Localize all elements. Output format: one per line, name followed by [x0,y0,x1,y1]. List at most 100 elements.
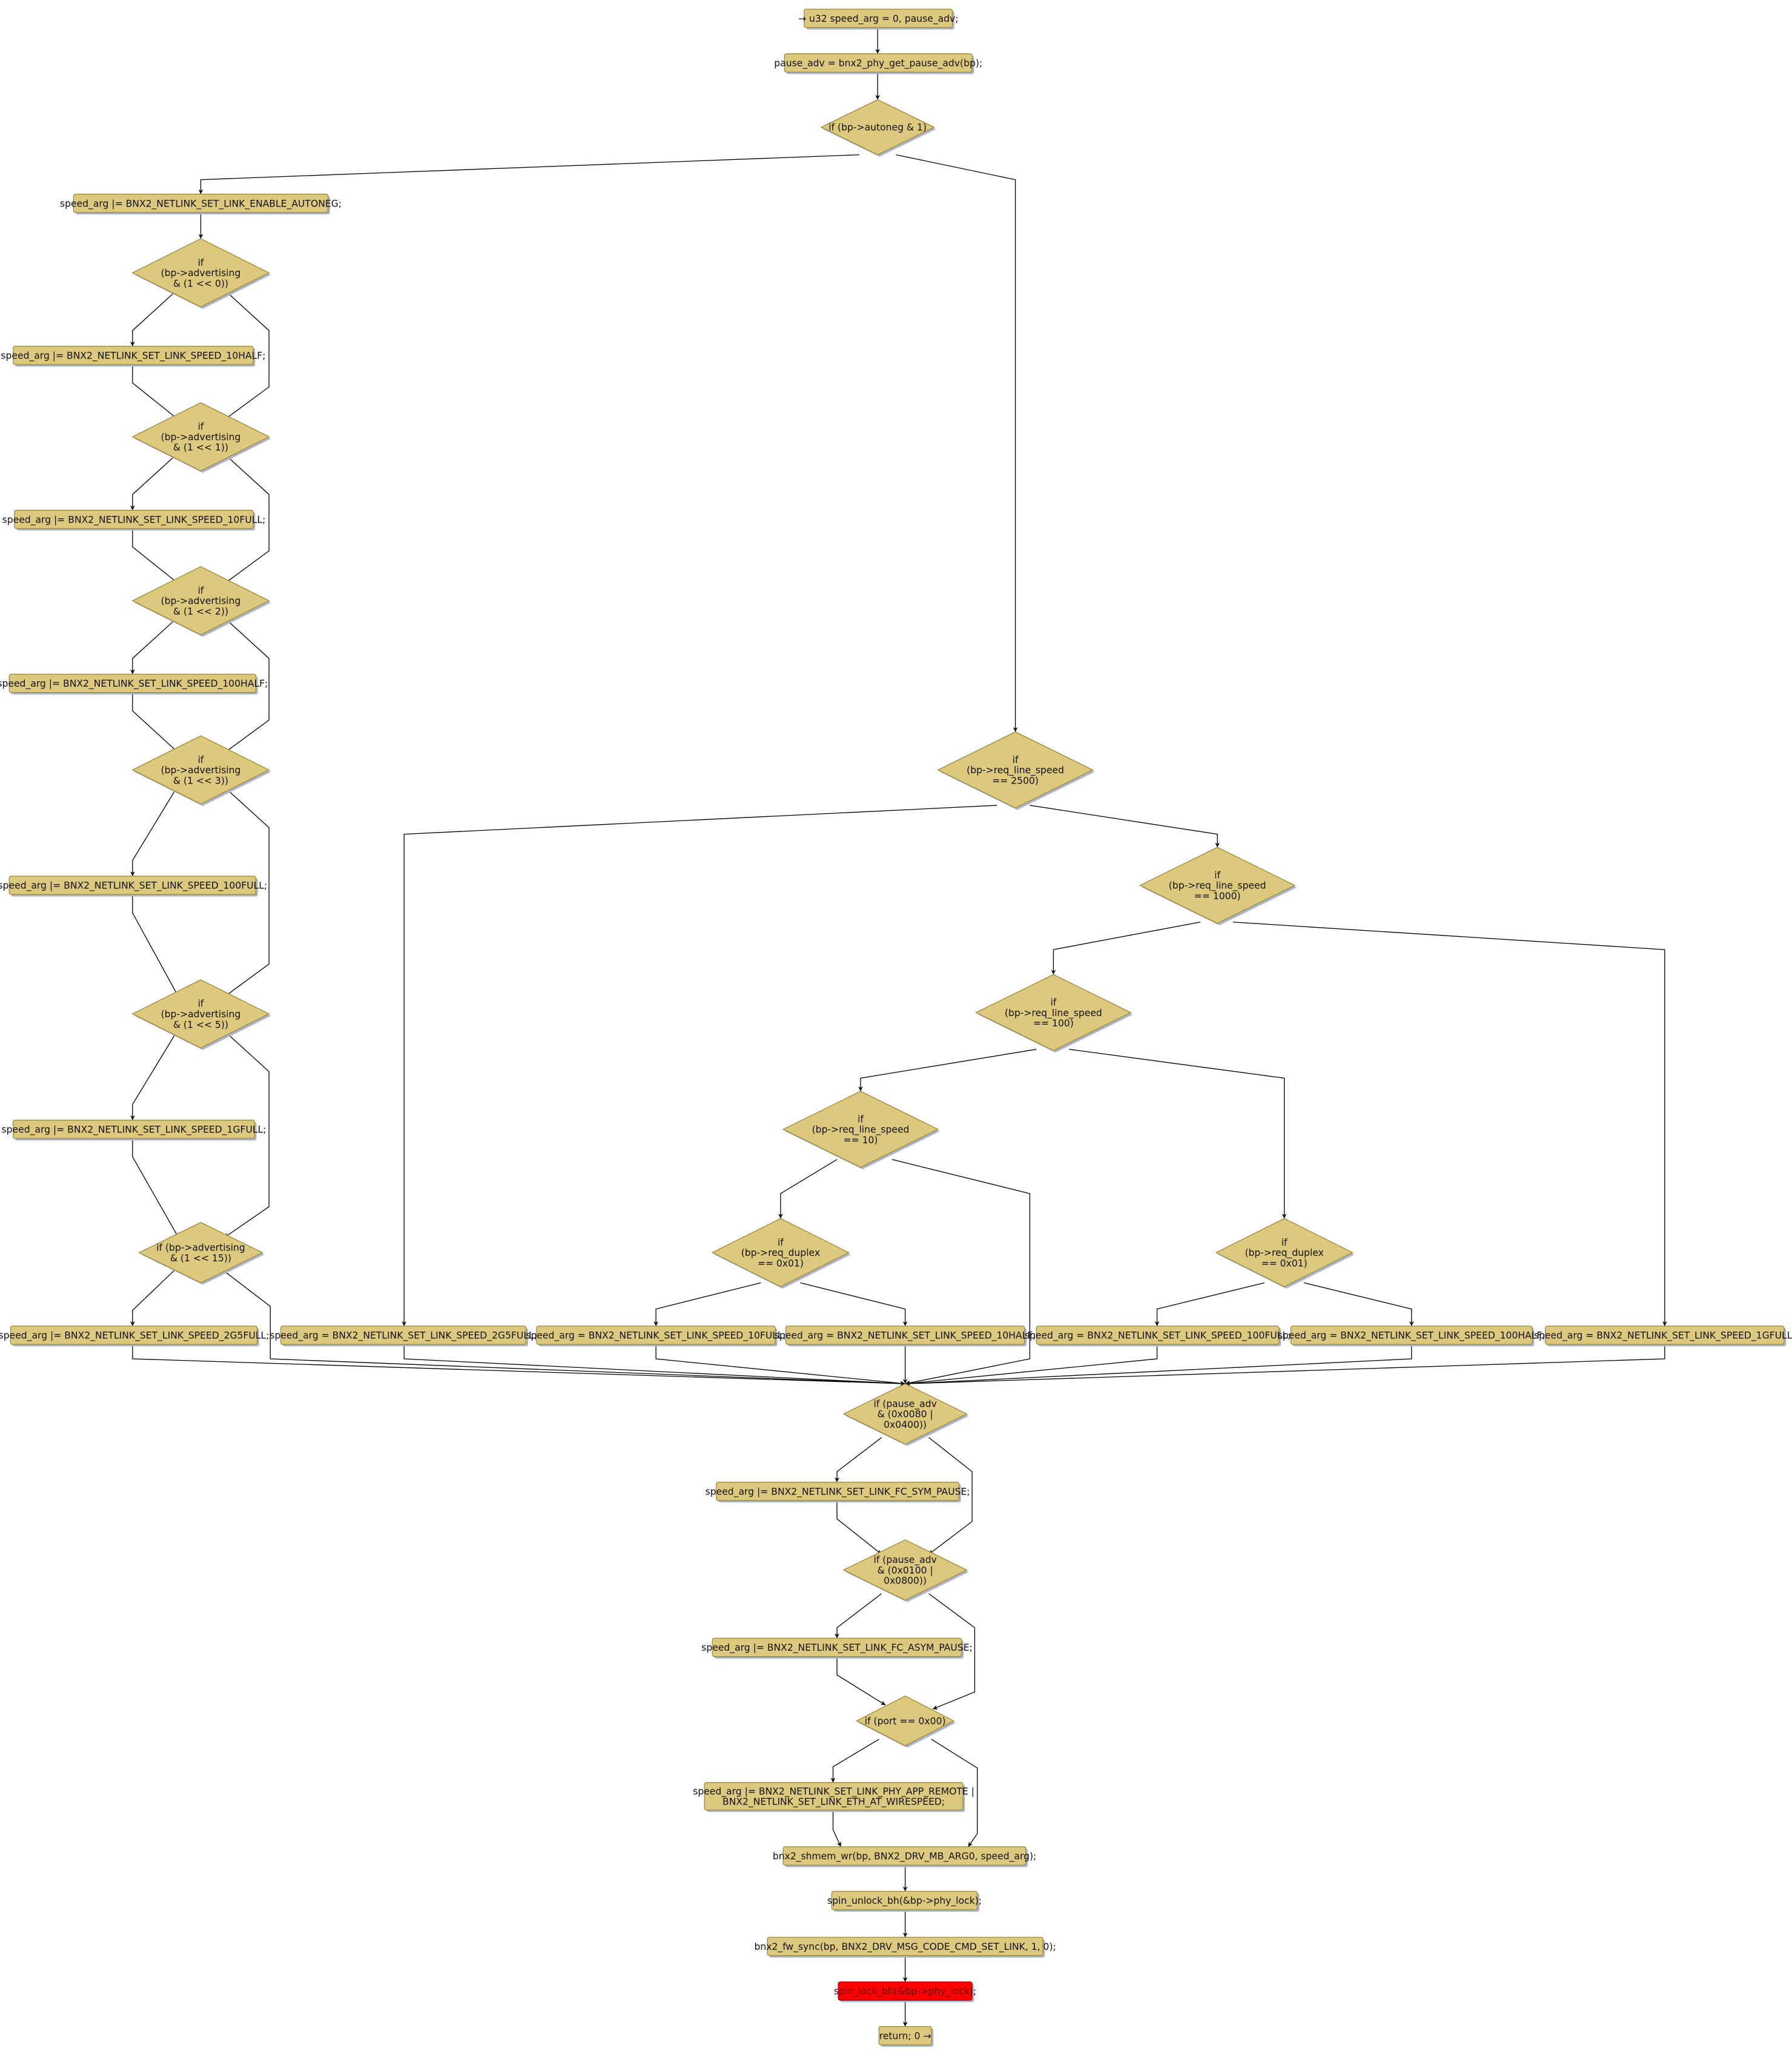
node-box [1290,1326,1533,1345]
node-label: == 1000) [1194,891,1241,902]
node-diamond [975,974,1132,1051]
node-label: == 10) [844,1135,878,1146]
node-box [536,1326,776,1345]
node-label: bnx2_shmem_wr(bp, BNX2_DRV_MB_ARG0, spee… [773,1851,1036,1863]
statement-node-n14: speed_arg = BNX2_NETLINK_SET_LINK_SPEED_… [1534,1326,1792,1347]
node-label: if (pause_adv [874,1398,937,1410]
condition-node-d12: if(bp->req_duplex== 0x01) [711,1218,851,1289]
flow-arrow [130,1267,177,1326]
node-label: (bp->advertising [161,765,241,776]
node-label: speed_arg = BNX2_NETLINK_SET_LINK_SPEED_… [1278,1330,1546,1342]
condition-node-d3: if(bp->advertising& (1 << 2)) [131,566,271,637]
flow-arrow [836,1656,886,1706]
node-diamond [842,1383,968,1445]
node-diamond [820,99,935,156]
node-label: pause_adv = bnx2_phy_get_pause_adv(bp); [774,58,982,70]
node-label: if [198,421,204,432]
condition-node-d4: if(bp->advertising& (1 << 3)) [131,735,271,807]
statement-node-n2: speed_arg |= BNX2_NETLINK_SET_LINK_ENABL… [60,193,342,215]
node-label: speed_arg |= BNX2_NETLINK_SET_LINK_SPEED… [1,351,265,362]
statement-node-n9: speed_arg = BNX2_NETLINK_SET_LINK_SPEED_… [269,1326,537,1347]
node-label: if [1281,1237,1288,1248]
node-label: speed_arg |= BNX2_NETLINK_SET_LINK_SPEED… [0,678,268,690]
statement-node-n3: speed_arg |= BNX2_NETLINK_SET_LINK_SPEED… [1,346,265,367]
node-label: speed_arg = BNX2_NETLINK_SET_LINK_SPEED_… [526,1330,786,1342]
flow-arrow [835,1593,882,1639]
node-label: == 100) [1033,1018,1074,1029]
node-label: if [1051,997,1057,1008]
node-label: 0x0800)) [884,1576,927,1587]
node-box [73,193,329,213]
node-label: (bp->req_duplex [1245,1247,1323,1259]
node-label: speed_arg = BNX2_NETLINK_SET_LINK_SPEED_… [1534,1330,1792,1342]
node-label: if [1013,755,1019,765]
node-box [712,1637,962,1657]
node-label: & (1 << 0)) [173,278,228,289]
node-diamond [138,1222,263,1284]
statement-node-n22: return; 0 → [878,2026,934,2047]
node-label: speed_arg |= BNX2_NETLINK_SET_LINK_ENABL… [60,198,342,210]
node-label: speed_arg = BNX2_NETLINK_SET_LINK_SPEED_… [1025,1330,1291,1342]
flow-arrow [905,1344,1665,1386]
node-label: 0x0400)) [884,1419,927,1430]
flow-arrow [130,787,178,876]
statement-node-n13: speed_arg = BNX2_NETLINK_SET_LINK_SPEED_… [1278,1326,1546,1347]
flow-arrow [905,1344,1412,1386]
flow-arrow [224,289,269,420]
node-label: (bp->req_line_speed [967,765,1064,776]
node-box [1545,1326,1785,1345]
flow-arrow [832,1810,842,1848]
node-label: speed_arg |= BNX2_NETLINK_SET_LINK_FC_SY… [706,1486,970,1498]
flow-arrow [402,805,997,1326]
statement-node-n16: speed_arg |= BNX2_NETLINK_SET_LINK_FC_AS… [701,1637,973,1659]
flow-arrow [130,453,177,510]
node-label: speed_arg |= BNX2_NETLINK_SET_LINK_SPEED… [2,514,266,526]
flow-arrow [891,1159,1031,1385]
node-label: & (0x0080 | [878,1409,933,1420]
node-box [10,1326,258,1345]
node-label: bnx2_fw_sync(bp, BNX2_DRV_MSG_CODE_CMD_S… [755,1941,1056,1953]
node-label: if [198,585,204,596]
node-box [704,1782,964,1811]
node-label: (bp->req_line_speed [812,1124,910,1136]
node-box [8,876,257,895]
condition-node-d10: if(bp->req_line_speed== 10) [782,1091,941,1170]
node-label: (bp->advertising [161,268,241,279]
node-label: speed_arg = BNX2_NETLINK_SET_LINK_SPEED_… [775,1330,1036,1342]
flow-arrow [800,1282,908,1326]
node-label: & (1 << 15)) [170,1253,231,1264]
flow-arrow [928,1437,973,1555]
condition-node-d9: if(bp->req_line_speed== 100) [975,974,1133,1053]
statement-node-n20: bnx2_fw_sync(bp, BNX2_DRV_MSG_CODE_CMD_S… [755,1937,1056,1958]
flow-arrow [1069,1049,1287,1219]
node-diamond [131,566,270,636]
flow-arrow [132,528,179,584]
node-box [716,1481,960,1501]
statement-node-n8: speed_arg |= BNX2_NETLINK_SET_LINK_SPEED… [0,1326,269,1347]
node-box [804,8,953,28]
flow-arrow [132,692,179,753]
node-label: if [198,257,204,268]
statement-node-n10: speed_arg = BNX2_NETLINK_SET_LINK_SPEED_… [526,1326,786,1347]
node-label: & (1 << 1)) [173,442,228,453]
node-label: speed_arg |= BNX2_NETLINK_SET_LINK_PHY_A… [693,1786,974,1797]
node-label: return; 0 → [879,2030,931,2041]
node-box [1036,1326,1280,1345]
flow-arrow [224,787,269,997]
node-label: (bp->advertising [161,432,241,443]
node-label: & (1 << 5)) [173,1019,228,1030]
flow-arrow [830,1739,879,1783]
flow-arrow [224,1031,269,1238]
flow-arrow [132,1138,179,1238]
flow-arrow [224,617,269,753]
node-diamond [131,402,270,472]
node-label: BNX2_NETLINK_SET_LINK_ETH_AT_WIRESPEED; [722,1797,945,1808]
flow-arrow [931,1739,978,1848]
edges [130,27,1667,2027]
node-label: → u32 speed_arg = 0, pause_adv; [798,13,959,25]
statement-node-n18: bnx2_shmem_wr(bp, BNX2_DRV_MB_ARG0, spee… [773,1846,1036,1867]
node-box [767,1937,1043,1957]
node-box [878,2026,932,2046]
node-box [785,1326,1025,1345]
flow-arrow [928,1593,976,1710]
